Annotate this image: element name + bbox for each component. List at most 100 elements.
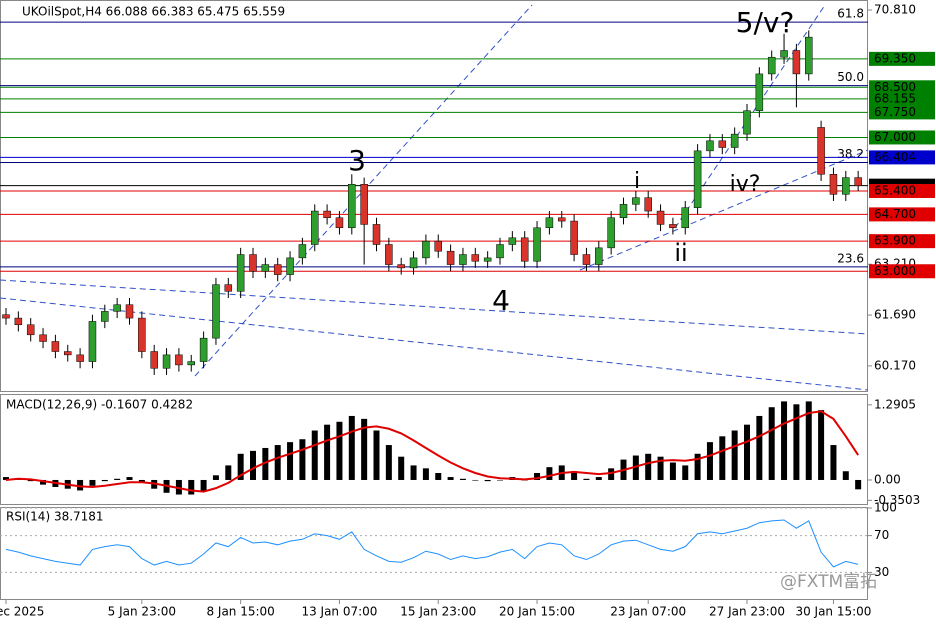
rsi-panel [0, 507, 868, 600]
wave-label: ii [674, 239, 687, 267]
macd-bar [299, 439, 306, 480]
x-tick-label: 8 Jan 15:00 [206, 605, 274, 619]
macd-bar [682, 465, 689, 480]
candle-body [496, 244, 504, 259]
candle-body [372, 224, 381, 245]
trend-line [0, 279, 869, 335]
candle-body [743, 110, 751, 135]
trend-line [0, 297, 869, 391]
macd-bar [855, 479, 862, 490]
candle-body [76, 354, 84, 362]
x-tick-label: 20 Jan 15:00 [499, 605, 575, 619]
candle-body [558, 217, 566, 222]
candle-body [397, 264, 405, 269]
macd-bar [126, 477, 133, 480]
candle-body [335, 217, 344, 229]
candle-body [570, 220, 578, 255]
candle-body [533, 227, 541, 262]
macd-bar [225, 465, 232, 480]
macd-bar [694, 453, 701, 480]
signal-line [5, 410, 859, 493]
y-tick-label: 0.00 [874, 472, 901, 486]
level-label: 68.500 [874, 80, 916, 94]
macd-bar [200, 479, 207, 492]
candle-body [582, 254, 591, 265]
macd-bar [484, 479, 491, 482]
level-box [869, 234, 935, 249]
macd-bar [324, 424, 331, 480]
candle-body [150, 351, 158, 369]
macd-bar [89, 479, 96, 486]
candle-body [829, 174, 838, 195]
macd-bar [657, 456, 664, 480]
candle-body [199, 337, 208, 362]
level-label: 65.400 [874, 183, 916, 197]
candle-body [360, 184, 368, 225]
macd-bar [435, 472, 442, 480]
y-tick-label: 60.170 [874, 358, 916, 372]
y-tick-label: 61.690 [874, 308, 916, 322]
candle-body [409, 257, 418, 269]
macd-bar [497, 479, 503, 481]
candle-body [224, 284, 233, 292]
macd-bar [373, 430, 380, 480]
candle-body [792, 50, 801, 75]
macd-bar [756, 415, 763, 480]
candle-body [385, 244, 393, 265]
candle-body [656, 210, 665, 225]
candle-body [249, 254, 257, 272]
candle-body [187, 361, 195, 366]
level-box [869, 105, 935, 120]
candle-body [446, 250, 455, 265]
candle-body [632, 197, 640, 205]
candle-body [323, 210, 331, 218]
candle-body [286, 257, 294, 275]
candle-body [693, 150, 702, 208]
macd-bar [274, 445, 281, 480]
candle-body [730, 133, 739, 148]
candle-body [718, 140, 727, 148]
macd-bar [781, 401, 788, 480]
candle-body [520, 237, 529, 262]
candle-body [26, 324, 35, 336]
candle-body [619, 204, 628, 218]
candle-body [669, 224, 677, 229]
macd-bar [632, 455, 639, 480]
wave-label: i [634, 169, 640, 194]
macd-bar [744, 424, 750, 480]
macd-bar [348, 415, 355, 480]
level-box [869, 207, 935, 222]
candle-body [434, 240, 442, 252]
macd-bar [583, 478, 590, 480]
candle-body [508, 237, 517, 245]
candle-body [51, 341, 60, 352]
macd-bar [311, 430, 318, 480]
candle-body [88, 321, 97, 362]
chart-layer: 70.81063.21061.69060.17061.850.038.223.6… [0, 3, 935, 619]
fib-label: 61.8 [837, 7, 864, 21]
macd-bar [40, 479, 47, 485]
macd-bar [114, 478, 121, 480]
candle-body [348, 184, 356, 229]
y-tick-label: 1.2905 [874, 397, 916, 411]
macd-bar [719, 436, 726, 480]
price-panel [0, 0, 868, 392]
macd-bar [731, 430, 738, 480]
macd-bar [768, 407, 775, 480]
candle-body [298, 244, 307, 259]
level-label: 64.700 [874, 207, 916, 221]
macd-bar [237, 453, 244, 480]
level-label: 63.900 [874, 234, 916, 248]
macd-bar [336, 421, 343, 480]
candle-body [162, 354, 171, 369]
candle-body [595, 247, 603, 265]
macd-bar [472, 479, 479, 481]
candle-body [39, 334, 47, 342]
macd-bar [422, 468, 429, 480]
chart-title: UKOilSpot,H4 66.088 66.383 65.475 65.559 [22, 5, 285, 19]
y-tick-label: 70.810 [874, 3, 916, 17]
wave-label: 4 [492, 284, 510, 317]
candle-body [607, 217, 615, 249]
